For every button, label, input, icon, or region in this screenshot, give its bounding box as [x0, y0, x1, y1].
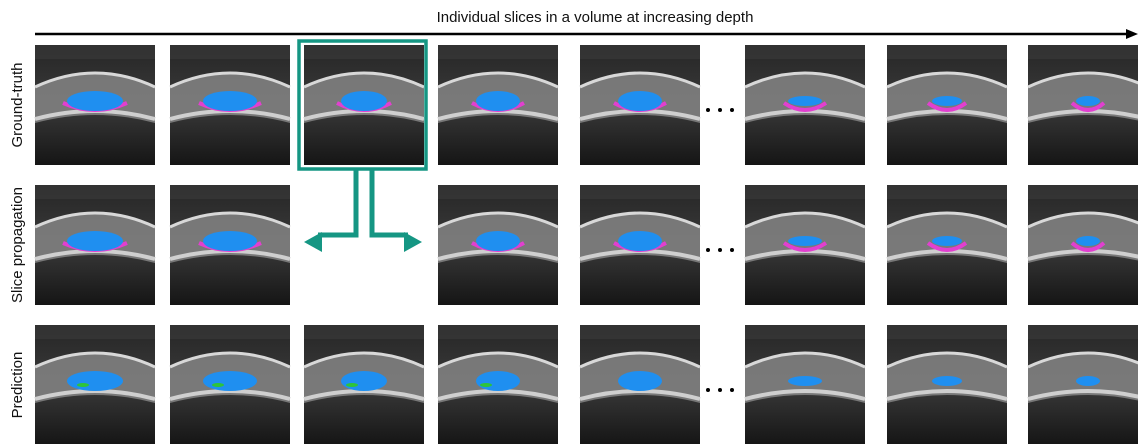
oct-slice: [170, 45, 290, 165]
green-spot: [346, 383, 358, 387]
arrow-right: [404, 232, 422, 252]
ellipsis-dot: [706, 388, 710, 392]
noise-top: [35, 45, 155, 59]
noise-top: [745, 325, 865, 339]
oct-slice: [580, 325, 700, 444]
oct-slice: [745, 325, 865, 444]
noise-top: [887, 325, 1007, 339]
row-labels: Ground-truth Slice propagation Prediction: [9, 62, 26, 418]
oct-slice: [438, 185, 558, 305]
oct-slice: [887, 325, 1007, 444]
oct-slice: [170, 325, 290, 444]
fluid-region: [618, 371, 662, 391]
noise-top: [438, 185, 558, 199]
ellipsis-dot: [718, 108, 722, 112]
fluid-region: [203, 91, 257, 111]
oct-slice: [887, 45, 1007, 165]
oct-slice: [1028, 45, 1138, 165]
fluid-region: [341, 91, 387, 111]
fluid-region: [1076, 96, 1100, 106]
oct-slice: [1028, 185, 1138, 305]
fluid-region: [618, 91, 662, 111]
fluid-region: [932, 236, 962, 246]
noise-top: [887, 45, 1007, 59]
propagation-connector: [318, 169, 408, 235]
fluid-region: [788, 236, 822, 246]
fluid-region: [788, 96, 822, 106]
fluid-region: [67, 371, 123, 391]
figure: Individual slices in a volume at increas…: [0, 0, 1138, 444]
fluid-region: [1076, 236, 1100, 246]
fluid-region: [203, 231, 257, 251]
depth-arrow-head: [1126, 29, 1138, 39]
fluid-region: [67, 91, 123, 111]
row-label: Slice propagation: [9, 187, 26, 303]
ellipsis-dot: [730, 108, 734, 112]
ellipsis-dot: [706, 108, 710, 112]
noise-top: [438, 325, 558, 339]
noise-top: [1028, 45, 1138, 59]
noise-top: [745, 45, 865, 59]
fluid-region: [476, 371, 520, 391]
fluid-region: [932, 376, 962, 386]
oct-slice: [35, 325, 155, 444]
oct-slice: [170, 185, 290, 305]
oct-slice: [35, 45, 155, 165]
noise-top: [304, 45, 424, 59]
thumbnail-grid: [35, 45, 1138, 444]
oct-slice: [580, 185, 700, 305]
green-spot: [480, 383, 492, 387]
oct-slice: [438, 45, 558, 165]
noise-top: [1028, 325, 1138, 339]
noise-top: [170, 45, 290, 59]
noise-top: [438, 45, 558, 59]
noise-top: [170, 185, 290, 199]
noise-top: [580, 185, 700, 199]
oct-slice: [745, 185, 865, 305]
fluid-region: [341, 371, 387, 391]
fluid-region: [618, 231, 662, 251]
noise-top: [745, 185, 865, 199]
ellipsis-dot: [730, 248, 734, 252]
green-spot: [77, 383, 89, 387]
oct-slice: [1028, 325, 1138, 444]
ellipsis-dot: [718, 248, 722, 252]
noise-top: [580, 45, 700, 59]
noise-top: [1028, 185, 1138, 199]
figure-title: Individual slices in a volume at increas…: [437, 9, 754, 26]
noise-top: [580, 325, 700, 339]
fluid-region: [788, 376, 822, 386]
noise-top: [304, 325, 424, 339]
oct-slice: [887, 185, 1007, 305]
oct-slice: [580, 45, 700, 165]
ellipsis-dot: [718, 388, 722, 392]
noise-top: [35, 325, 155, 339]
ellipsis-dot: [730, 388, 734, 392]
fluid-region: [203, 371, 257, 391]
arrow-left: [304, 232, 322, 252]
oct-slice: [35, 185, 155, 305]
noise-top: [887, 185, 1007, 199]
fluid-region: [1076, 376, 1100, 386]
fluid-region: [476, 231, 520, 251]
ellipsis-dot: [706, 248, 710, 252]
oct-slice: [745, 45, 865, 165]
oct-slice: [304, 45, 424, 165]
fluid-region: [932, 96, 962, 106]
noise-top: [170, 325, 290, 339]
row-label: Ground-truth: [9, 62, 26, 147]
fluid-region: [67, 231, 123, 251]
green-spot: [212, 383, 224, 387]
fluid-region: [476, 91, 520, 111]
noise-top: [35, 185, 155, 199]
oct-slice: [438, 325, 558, 444]
row-label: Prediction: [9, 352, 26, 419]
oct-slice: [304, 325, 424, 444]
